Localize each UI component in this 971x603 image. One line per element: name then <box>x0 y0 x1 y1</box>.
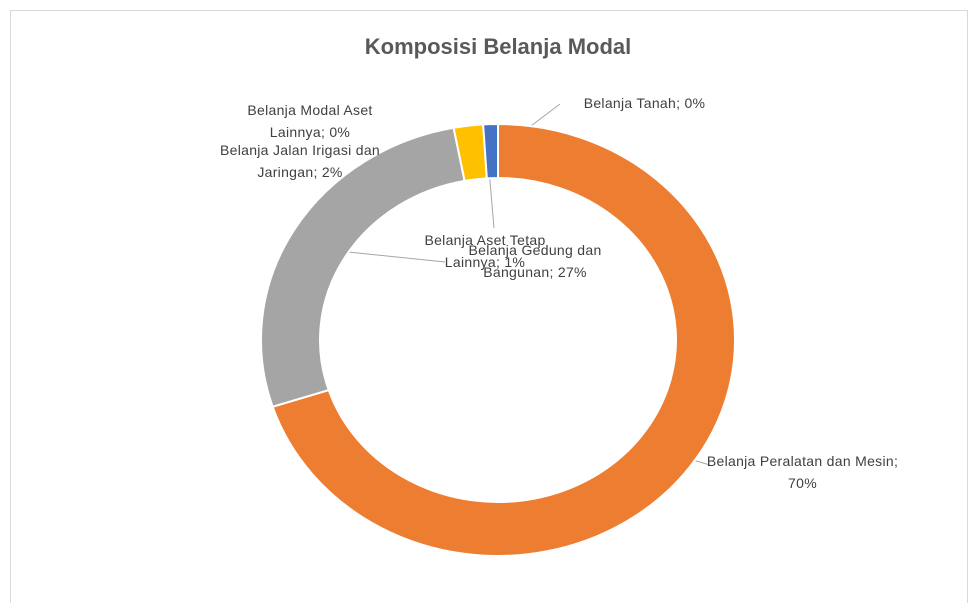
label-separator: ; <box>676 95 685 111</box>
label-category: Belanja Jalan Irigasi dan Jaringan <box>219 142 385 180</box>
label-value: 2% <box>321 164 343 180</box>
label-separator: ; <box>313 164 322 180</box>
data-label: Belanja Tanah; 0% <box>562 92 727 114</box>
label-separator: ; <box>495 254 505 270</box>
label-value: 0% <box>329 124 351 140</box>
leader-line <box>347 251 446 263</box>
label-value: 1% <box>504 254 526 270</box>
label-separator: ; <box>549 264 558 280</box>
label-category: Belanja Gedung dan Bangunan <box>468 242 606 280</box>
label-value: 70% <box>788 475 817 491</box>
data-label: Belanja Gedung dan Bangunan; 27% <box>440 239 630 283</box>
label-category: Belanja Peralatan dan Mesin <box>706 453 894 469</box>
label-separator: ; <box>320 124 330 140</box>
label-value: 27% <box>557 264 587 280</box>
data-label: Belanja Peralatan dan Mesin; 70% <box>700 450 905 494</box>
data-label: Belanja Aset Tetap Lainnya; 1% <box>410 229 560 273</box>
label-value: 0% <box>684 95 706 111</box>
label-separator: ; <box>893 453 903 469</box>
donut-segment <box>482 122 499 180</box>
data-label: Belanja Modal Aset Lainnya; 0% <box>225 99 395 143</box>
label-category: Belanja Modal Aset Lainnya <box>247 102 377 140</box>
chart-title: Komposisi Belanja Modal <box>365 34 632 59</box>
label-category: Belanja Tanah <box>583 95 677 111</box>
data-label: Belanja Jalan Irigasi dan Jaringan; 2% <box>215 139 385 183</box>
donut-segment <box>271 122 736 557</box>
label-category: Belanja Aset Tetap Lainnya <box>424 232 550 270</box>
